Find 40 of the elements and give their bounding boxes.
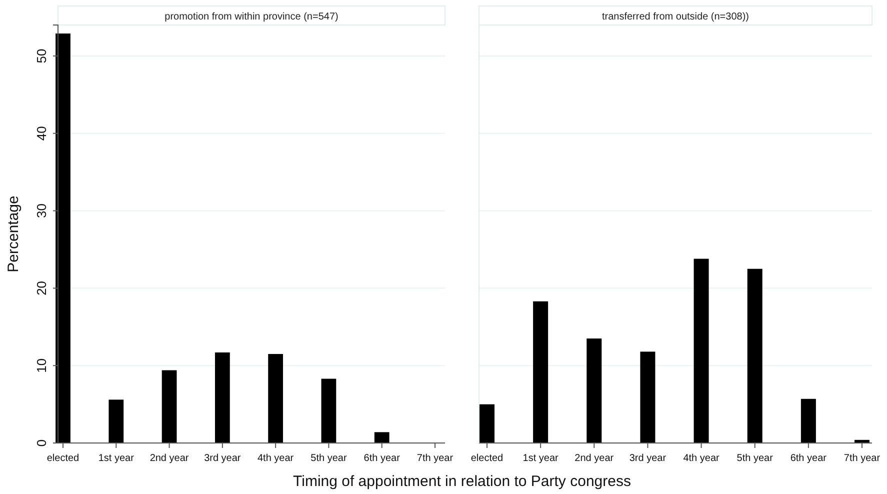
x-tick-label: 3rd year — [204, 453, 242, 464]
chart-title: transferred from outside (n=308)) — [602, 12, 750, 22]
bar — [162, 370, 177, 443]
x-tick-label: elected — [470, 453, 504, 464]
bar — [108, 400, 124, 443]
bar — [214, 352, 230, 443]
bar — [747, 268, 762, 443]
x-tick-label: 4th year — [258, 453, 294, 464]
bar — [480, 404, 494, 443]
y-tick-label: 20 — [34, 280, 49, 296]
bar — [56, 34, 70, 443]
y-tick-label: 50 — [34, 48, 49, 64]
x-tick-label: 4th year — [683, 453, 720, 464]
x-tick-label: 7th year — [844, 453, 881, 464]
x-tick-label: 2nd year — [150, 453, 190, 464]
x-tick-label: 6th year — [364, 453, 401, 464]
bar — [800, 398, 816, 443]
x-axis-title: Timing of appointment in relation to Party congress — [293, 473, 631, 490]
x-tick-label: elected — [46, 453, 80, 464]
bar — [374, 432, 390, 443]
chart-title: promotion from within province (n=547) — [164, 12, 338, 22]
y-tick-label: 30 — [34, 204, 49, 218]
x-tick-label: 5th year — [310, 453, 348, 464]
y-tick-label: 0 — [34, 439, 49, 447]
bar — [586, 338, 602, 443]
bar — [533, 301, 548, 443]
x-tick-label: 5th year — [736, 453, 774, 464]
x-tick-label: 2nd year — [574, 453, 614, 464]
bar — [321, 378, 336, 443]
y-tick-label: 40 — [34, 126, 49, 141]
x-tick-label: 3rd year — [629, 453, 667, 464]
bar — [694, 258, 709, 443]
bar — [268, 354, 284, 443]
y-tick-label: 10 — [34, 358, 49, 373]
x-tick-label: 6th year — [790, 453, 828, 464]
bar — [640, 352, 656, 443]
x-tick-label: 7th year — [416, 453, 454, 464]
y-axis-title: Percentage — [5, 196, 22, 272]
x-tick-label: 1st year — [522, 453, 560, 464]
x-tick-label: 1st year — [98, 453, 135, 464]
